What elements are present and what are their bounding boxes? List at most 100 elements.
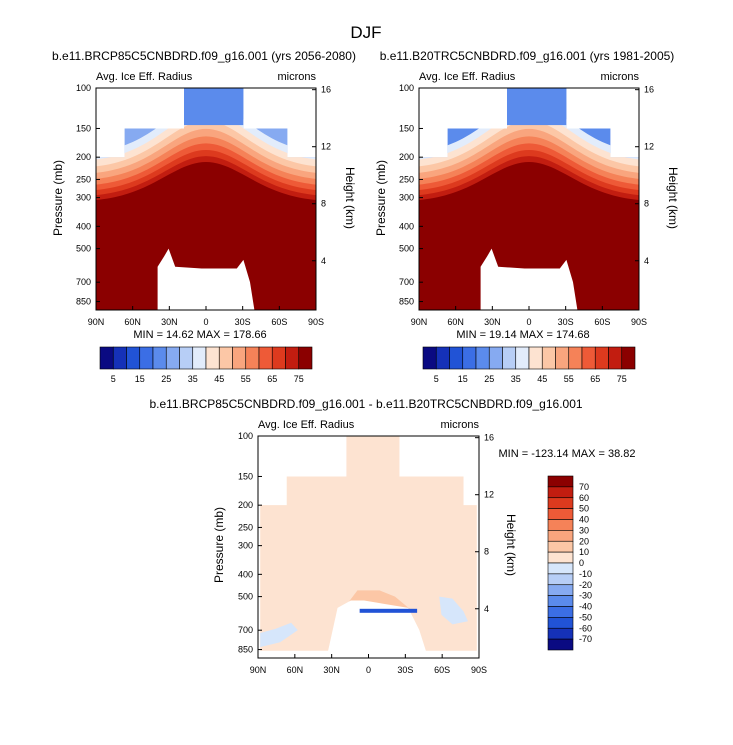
- colorbar-box: [547, 638, 574, 651]
- y-tick-label: 100: [399, 83, 414, 93]
- colorbar: 5 15 25 35 45 55 65 75: [422, 346, 636, 384]
- y-tick-label: 400: [399, 221, 414, 231]
- y-tick-label: 500: [238, 592, 253, 602]
- colorbar-box: [547, 486, 574, 499]
- colorbar-box: [547, 551, 574, 564]
- x-tick-label: 90N: [250, 665, 267, 675]
- colorbar-label: 40: [579, 515, 589, 525]
- x-tick-label: 0: [366, 665, 371, 675]
- y-tick-label: 200: [238, 500, 253, 510]
- colorbar-label: 55: [241, 374, 251, 384]
- left-string: Avg. Ice Eff. Radius: [419, 71, 516, 83]
- y-tick-label: 150: [399, 123, 414, 133]
- colorbar-label: 75: [294, 374, 304, 384]
- right-string: microns: [440, 419, 479, 431]
- difference-field: [260, 436, 477, 651]
- y2-tick-label: 16: [321, 85, 331, 95]
- colorbar-label: 50: [579, 504, 589, 514]
- x-tick-label: 60N: [287, 665, 304, 675]
- colorbar-box: [271, 346, 286, 370]
- colorbar-box: [547, 497, 574, 509]
- y-tick-label: 500: [399, 244, 414, 254]
- colorbar-label: -60: [579, 623, 592, 633]
- contour-plot: [419, 88, 639, 310]
- y2-tick-label: 4: [484, 604, 489, 614]
- colorbar-box: [608, 346, 623, 370]
- colorbar-box: [298, 346, 313, 370]
- contour-band: [184, 88, 244, 126]
- colorbar-box: [126, 346, 141, 370]
- y-tick-label: 850: [238, 645, 253, 655]
- colorbar-box: [547, 606, 574, 618]
- colorbar-label: 55: [564, 374, 574, 384]
- colorbar-box: [112, 346, 127, 370]
- colorbar-label: -20: [579, 580, 592, 590]
- panel-historical: b.e11.B20TRC5CNBDRD.f09_g16.001 (yrs 198…: [374, 49, 680, 384]
- colorbar-box: [285, 346, 300, 370]
- contour-band: [507, 88, 567, 126]
- x-tick-label: 90N: [411, 317, 428, 327]
- colorbar-box: [192, 346, 207, 370]
- x-tick-label: 30N: [161, 317, 178, 327]
- colorbar-box: [258, 346, 273, 370]
- y-tick-label: 300: [76, 193, 91, 203]
- colorbar-box: [99, 346, 114, 370]
- colorbar-box: [528, 346, 543, 370]
- colorbar-box: [502, 346, 517, 370]
- right-string: microns: [277, 71, 316, 83]
- colorbar-box: [547, 617, 574, 629]
- y-tick-label: 250: [238, 522, 253, 532]
- y2-axis-label: Height (km): [504, 514, 518, 576]
- colorbar-box: [547, 584, 574, 596]
- y2-tick-label: 12: [321, 142, 331, 152]
- colorbar-box: [621, 346, 636, 370]
- y-tick-label: 850: [399, 297, 414, 307]
- x-tick-label: 60S: [434, 665, 450, 675]
- x-tick-label: 0: [203, 317, 208, 327]
- axes: 100 150 200 250 300 400 500 700 850 16 12 8 4 90N 60N 3…: [76, 83, 331, 327]
- contour-band: [96, 161, 316, 310]
- colorbar-box: [515, 346, 530, 370]
- min-max-stats: MIN = 19.14 MAX = 174.68: [456, 329, 589, 341]
- colorbar-label: -70: [579, 634, 592, 644]
- panel-difference: b.e11.BRCP85C5CNBDRD.f09_g16.001 - b.e11…: [149, 397, 635, 675]
- colorbar-box: [205, 346, 220, 370]
- colorbar-label: 45: [214, 374, 224, 384]
- y2-tick-label: 12: [644, 142, 654, 152]
- y2-axis-label: Height (km): [343, 167, 357, 229]
- colorbar-box: [165, 346, 180, 370]
- colorbar-box: [541, 346, 556, 370]
- x-tick-label: 60N: [124, 317, 141, 327]
- y-tick-label: 850: [76, 297, 91, 307]
- colorbar-box: [232, 346, 247, 370]
- colorbar-box: [245, 346, 260, 370]
- min-max-stats: MIN = 14.62 MAX = 178.66: [133, 329, 266, 341]
- colorbar-box: [449, 346, 464, 370]
- y-tick-label: 250: [76, 174, 91, 184]
- missing-data-region: [326, 600, 429, 658]
- colorbar-box: [547, 508, 574, 520]
- axes: 100 150 200 250 300 400 500 700 850 16 12 8 4 90N 60N 3…: [238, 431, 494, 675]
- negative-anomaly: [260, 622, 298, 648]
- colorbar-label: 70: [579, 482, 589, 492]
- y-tick-label: 200: [399, 152, 414, 162]
- y2-tick-label: 4: [644, 256, 649, 266]
- colorbar-box: [547, 562, 574, 575]
- x-tick-label: 60S: [594, 317, 610, 327]
- colorbar-box: [218, 346, 233, 370]
- colorbar-label: -40: [579, 602, 592, 612]
- x-tick-label: 90S: [631, 317, 647, 327]
- colorbar-label: 20: [579, 536, 589, 546]
- left-string: Avg. Ice Eff. Radius: [96, 71, 193, 83]
- colorbar-box: [422, 346, 437, 370]
- x-tick-label: 90S: [471, 665, 487, 675]
- colorbar-label: 25: [161, 374, 171, 384]
- y2-tick-label: 8: [644, 199, 649, 209]
- y2-tick-label: 16: [644, 85, 654, 95]
- x-tick-label: 90N: [88, 317, 105, 327]
- y-axis-label: Pressure (mb): [374, 160, 388, 236]
- colorbar-box: [547, 573, 574, 586]
- y2-tick-label: 12: [484, 490, 494, 500]
- colorbar-box: [555, 346, 570, 370]
- colorbar-label: 60: [579, 493, 589, 503]
